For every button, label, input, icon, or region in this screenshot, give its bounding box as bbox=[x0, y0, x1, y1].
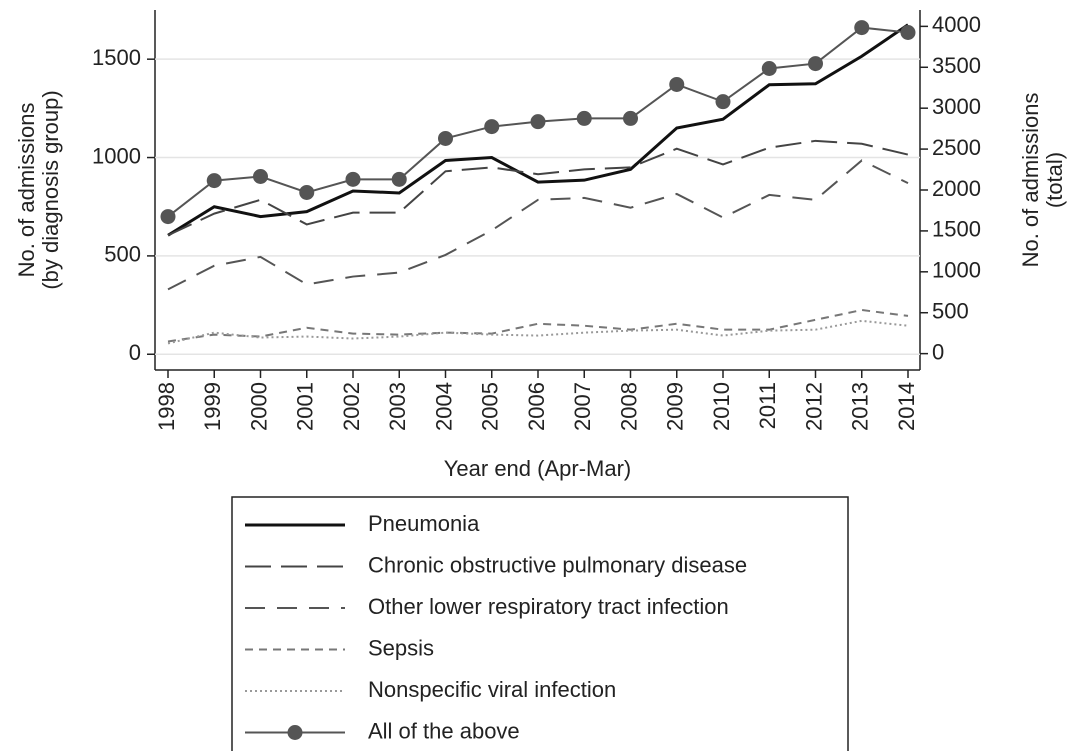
legend-label: Other lower respiratory tract infection bbox=[368, 594, 729, 619]
point bbox=[160, 209, 176, 225]
point bbox=[808, 56, 823, 72]
x-tick-label: 2006 bbox=[524, 382, 549, 431]
x-tick-label: 2004 bbox=[431, 382, 456, 431]
y2-tick-label: 3000 bbox=[932, 94, 981, 119]
series-line bbox=[167, 139, 909, 237]
y2-tick-label: 3500 bbox=[932, 53, 981, 78]
x-tick-label: 2003 bbox=[385, 382, 410, 431]
legend-label: All of the above bbox=[368, 718, 520, 743]
x-tick-label: 2008 bbox=[616, 382, 641, 431]
x-tick-label: 2010 bbox=[709, 382, 734, 431]
point bbox=[761, 61, 777, 76]
point bbox=[391, 171, 407, 187]
y-tick-label: 1000 bbox=[92, 143, 141, 168]
point bbox=[438, 130, 453, 146]
point bbox=[715, 94, 731, 110]
x-tick-label: 2007 bbox=[570, 382, 595, 431]
x-tick-label: 2005 bbox=[478, 382, 503, 431]
y2-tick-label: 0 bbox=[932, 339, 944, 364]
y2-tick-label: 2500 bbox=[932, 135, 981, 160]
point bbox=[253, 169, 268, 184]
legend-box bbox=[231, 496, 849, 756]
plot-area bbox=[155, 10, 920, 370]
x-tick-label: 2014 bbox=[894, 382, 919, 431]
y2-tick-label: 1000 bbox=[932, 258, 981, 283]
y-tick-label: 1500 bbox=[92, 45, 141, 70]
legend-label: Nonspecific viral infection bbox=[368, 677, 616, 702]
y2-axis-title: No. of admissions bbox=[1018, 93, 1043, 268]
legend-marker bbox=[287, 725, 303, 740]
x-tick-label: 1998 bbox=[154, 382, 179, 431]
y-tick-label: 0 bbox=[129, 340, 141, 365]
y2-tick-label: 500 bbox=[932, 299, 969, 324]
point bbox=[854, 20, 870, 36]
legend-label: Sepsis bbox=[368, 635, 434, 660]
point bbox=[576, 110, 592, 126]
legend-label: Pneumonia bbox=[368, 511, 480, 536]
point bbox=[345, 171, 361, 187]
x-tick-label: 2013 bbox=[848, 382, 873, 431]
series-line bbox=[167, 308, 909, 343]
point bbox=[206, 173, 222, 189]
x-tick-label: 2011 bbox=[755, 382, 780, 429]
x-tick-label: 2009 bbox=[663, 382, 688, 431]
y2-tick-label: 1500 bbox=[932, 217, 981, 242]
point bbox=[669, 76, 685, 92]
y2-tick-label: 4000 bbox=[932, 12, 981, 37]
legend-label: Chronic obstructive pulmonary disease bbox=[368, 552, 747, 577]
point bbox=[299, 184, 315, 200]
point bbox=[623, 110, 638, 126]
series-line bbox=[167, 23, 909, 237]
x-axis-title: Year end (Apr-Mar) bbox=[444, 456, 631, 481]
series-line bbox=[167, 319, 909, 345]
y-tick-label: 500 bbox=[104, 242, 141, 267]
point bbox=[530, 114, 546, 130]
point bbox=[900, 25, 916, 40]
series-line bbox=[167, 159, 909, 291]
point bbox=[484, 119, 500, 135]
y2-axis-title: (total) bbox=[1042, 152, 1067, 208]
y2-tick-label: 2000 bbox=[932, 176, 981, 201]
x-tick-label: 2012 bbox=[801, 382, 826, 431]
x-tick-label: 2000 bbox=[246, 382, 271, 431]
x-tick-label: 2002 bbox=[339, 382, 364, 431]
x-tick-label: 1999 bbox=[200, 382, 225, 431]
y-axis-title: No. of admissions bbox=[14, 103, 39, 278]
x-tick-label: 2001 bbox=[293, 382, 318, 431]
y-axis-title: (by diagnosis group) bbox=[38, 90, 63, 289]
